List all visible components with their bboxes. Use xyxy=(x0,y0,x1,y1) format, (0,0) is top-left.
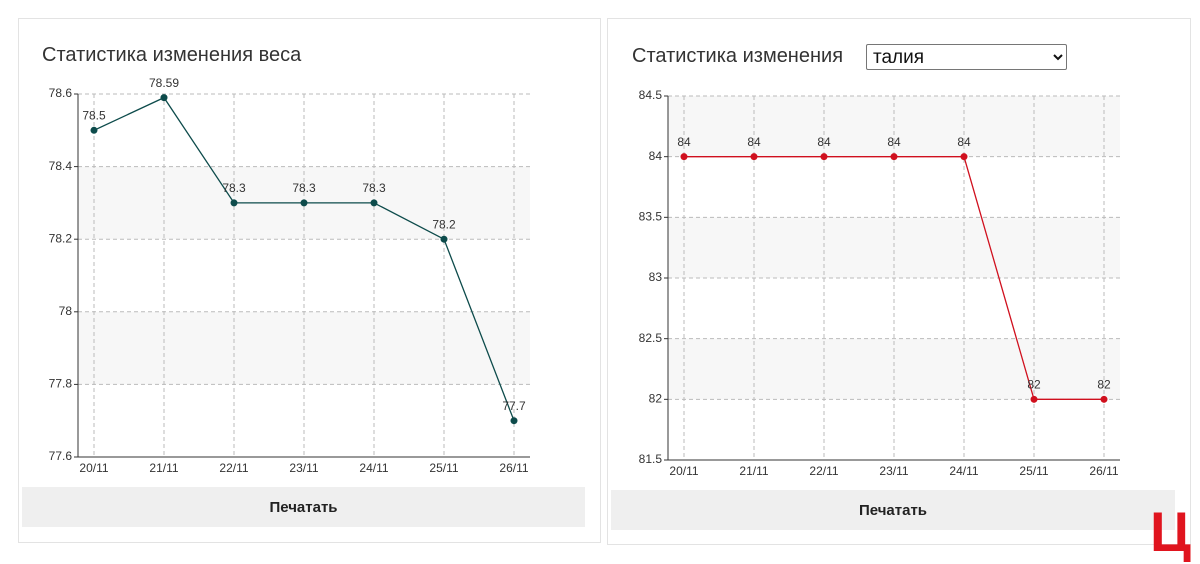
y-tick-label: 78.6 xyxy=(49,86,73,100)
x-tick-label: 26/11 xyxy=(1089,464,1118,478)
y-tick-label: 83.5 xyxy=(639,210,663,224)
value-label: 78.3 xyxy=(362,181,386,195)
y-tick-label: 78.4 xyxy=(49,159,73,173)
point xyxy=(680,153,688,161)
metric-select[interactable]: талия xyxy=(866,44,1067,70)
value-label: 82 xyxy=(1097,378,1111,392)
y-tick-label: 81.5 xyxy=(639,452,663,466)
y-tick-label: 78 xyxy=(59,304,73,318)
value-label: 78.3 xyxy=(222,181,246,195)
value-label: 82 xyxy=(1027,378,1041,392)
value-label: 84 xyxy=(817,135,831,149)
point xyxy=(1030,395,1038,403)
x-tick-label: 22/11 xyxy=(219,461,248,475)
x-tick-label: 21/11 xyxy=(149,461,178,475)
value-label: 78.2 xyxy=(432,217,456,231)
y-tick-label: 77.8 xyxy=(49,377,73,391)
value-label: 78.3 xyxy=(292,181,316,195)
y-tick-label: 84 xyxy=(649,149,663,163)
point xyxy=(90,126,98,134)
value-label: 77.7 xyxy=(502,399,526,413)
print-button[interactable]: Печатать xyxy=(611,490,1175,530)
point xyxy=(960,153,968,161)
point xyxy=(160,94,168,102)
logo: Ц xyxy=(1150,500,1191,563)
point xyxy=(820,153,828,161)
x-tick-label: 23/11 xyxy=(289,461,318,475)
x-tick-label: 20/11 xyxy=(669,464,698,478)
x-tick-label: 20/11 xyxy=(79,461,108,475)
point xyxy=(750,153,758,161)
band xyxy=(668,217,1120,278)
point xyxy=(300,199,308,207)
value-label: 84 xyxy=(957,135,971,149)
point xyxy=(230,199,238,207)
x-tick-label: 26/11 xyxy=(499,461,528,475)
value-label: 78.5 xyxy=(82,108,106,122)
value-label: 78.59 xyxy=(149,76,179,90)
y-tick-label: 82.5 xyxy=(639,331,663,345)
y-tick-label: 83 xyxy=(649,270,663,284)
point xyxy=(370,199,378,207)
print-button[interactable]: Печатать xyxy=(22,487,585,527)
chart-title: Статистика изменения веса xyxy=(42,44,302,66)
x-tick-label: 25/11 xyxy=(429,461,458,475)
point xyxy=(890,153,898,161)
chart-title: Статистика изменения xyxy=(632,45,844,67)
point xyxy=(510,417,518,425)
y-tick-label: 82 xyxy=(649,392,663,406)
y-tick-label: 77.6 xyxy=(49,449,73,463)
x-tick-label: 22/11 xyxy=(809,464,838,478)
point xyxy=(1100,395,1108,403)
point xyxy=(440,235,448,243)
panel xyxy=(18,18,601,543)
value-label: 84 xyxy=(677,135,691,149)
x-tick-label: 24/11 xyxy=(949,464,978,478)
x-tick-label: 21/11 xyxy=(739,464,768,478)
y-tick-label: 84.5 xyxy=(639,88,663,102)
value-label: 84 xyxy=(887,135,901,149)
x-tick-label: 23/11 xyxy=(879,464,908,478)
value-label: 84 xyxy=(747,135,761,149)
y-tick-label: 78.2 xyxy=(49,231,73,245)
x-tick-label: 25/11 xyxy=(1019,464,1048,478)
x-tick-label: 24/11 xyxy=(359,461,388,475)
